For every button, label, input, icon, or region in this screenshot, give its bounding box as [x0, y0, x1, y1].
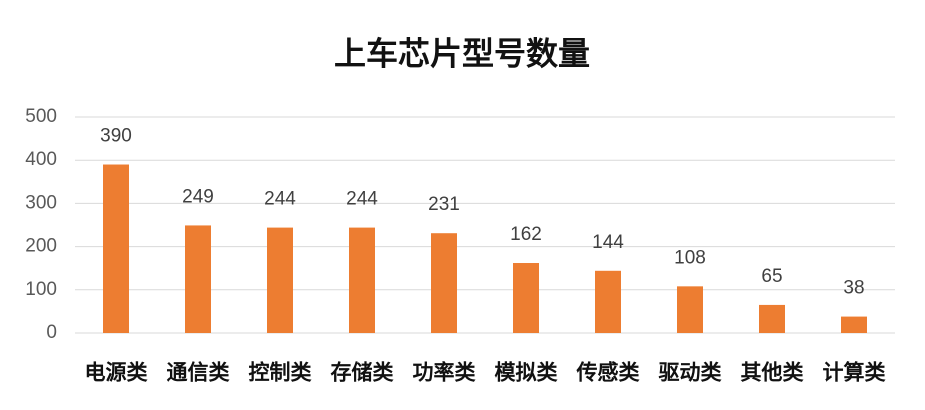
data-label: 244 [264, 189, 296, 210]
data-label: 249 [182, 186, 214, 207]
bar [759, 304, 785, 333]
x-tick-label: 其他类 [741, 361, 805, 385]
x-tick-label: 计算类 [823, 361, 887, 385]
bar [513, 263, 539, 333]
data-label: 108 [674, 247, 706, 268]
data-label: 244 [346, 189, 378, 210]
y-tick-label: 100 [25, 279, 57, 300]
y-tick-label: 300 [25, 192, 57, 213]
x-tick-label: 驱动类 [659, 362, 723, 385]
x-tick-label: 控制类 [249, 361, 313, 385]
bar [185, 225, 211, 333]
bar [595, 270, 621, 333]
y-tick-label: 0 [46, 322, 57, 343]
chart-title: 上车芯片型号数量 [334, 35, 590, 71]
x-tick-label: 存储类 [331, 361, 395, 385]
data-label: 231 [428, 194, 460, 215]
bar [841, 316, 867, 333]
data-label: 144 [592, 232, 624, 253]
bar [103, 164, 129, 333]
bar [267, 227, 293, 333]
data-label: 162 [510, 224, 542, 245]
y-tick-label: 400 [25, 149, 57, 170]
x-tick-label: 传感类 [576, 361, 641, 385]
x-tick-label: 模拟类 [495, 361, 559, 385]
bar [677, 286, 703, 333]
x-tick-label: 通信类 [167, 361, 231, 385]
data-label: 65 [761, 266, 782, 287]
bar [431, 233, 457, 333]
data-label: 390 [100, 126, 132, 147]
bar [349, 227, 375, 333]
x-tick-label: 电源类 [85, 362, 149, 385]
x-tick-label: 功率类 [413, 361, 477, 385]
y-tick-label: 500 [25, 106, 57, 127]
data-label: 38 [843, 278, 864, 299]
y-tick-label: 200 [25, 236, 57, 257]
